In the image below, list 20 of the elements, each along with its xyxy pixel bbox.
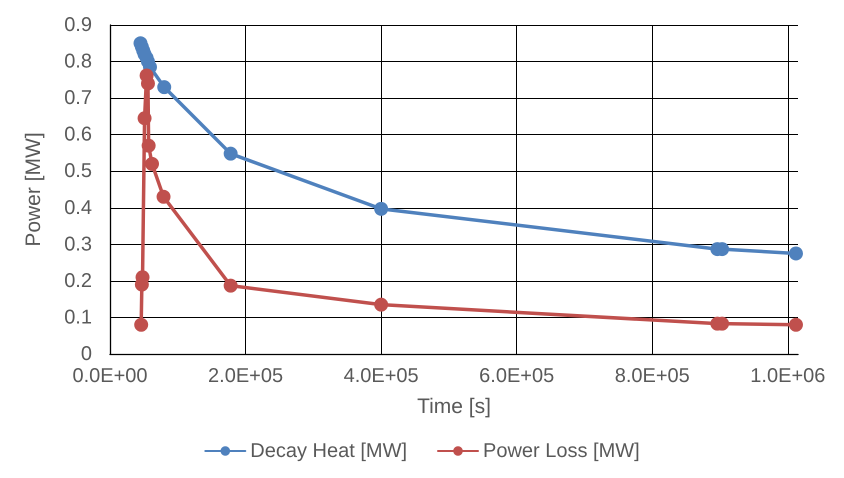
x-tick-label: 4.0E+05 <box>344 365 419 387</box>
y-tick-label: 0 <box>80 343 92 365</box>
y-tick-label: 0.5 <box>64 160 92 182</box>
y-tick-label: 0.9 <box>64 14 92 36</box>
x-axis-title: Time [s] <box>417 395 491 418</box>
x-tick-label: 8.0E+05 <box>614 365 690 387</box>
x-tick-label: 2.0E+05 <box>208 365 284 387</box>
legend-label: Power Loss [MW] <box>483 440 640 462</box>
y-tick-label: 0.3 <box>64 233 92 256</box>
x-tick-label: 6.0E+05 <box>479 365 554 387</box>
y-tick-label: 0.1 <box>64 306 92 328</box>
x-tick-label: 0.0E+00 <box>72 365 148 387</box>
y-tick-label: 0.4 <box>64 196 92 219</box>
y-tick-label: 0.8 <box>64 50 92 73</box>
y-axis-title: Power [MW] <box>22 132 45 247</box>
x-tick-label: 1.0E+06 <box>750 365 826 387</box>
y-tick-label: 0.6 <box>64 124 92 146</box>
legend-label: Decay Heat [MW] <box>250 440 408 462</box>
y-tick-label: 0.2 <box>64 270 92 292</box>
y-tick-label: 0.7 <box>64 87 92 110</box>
